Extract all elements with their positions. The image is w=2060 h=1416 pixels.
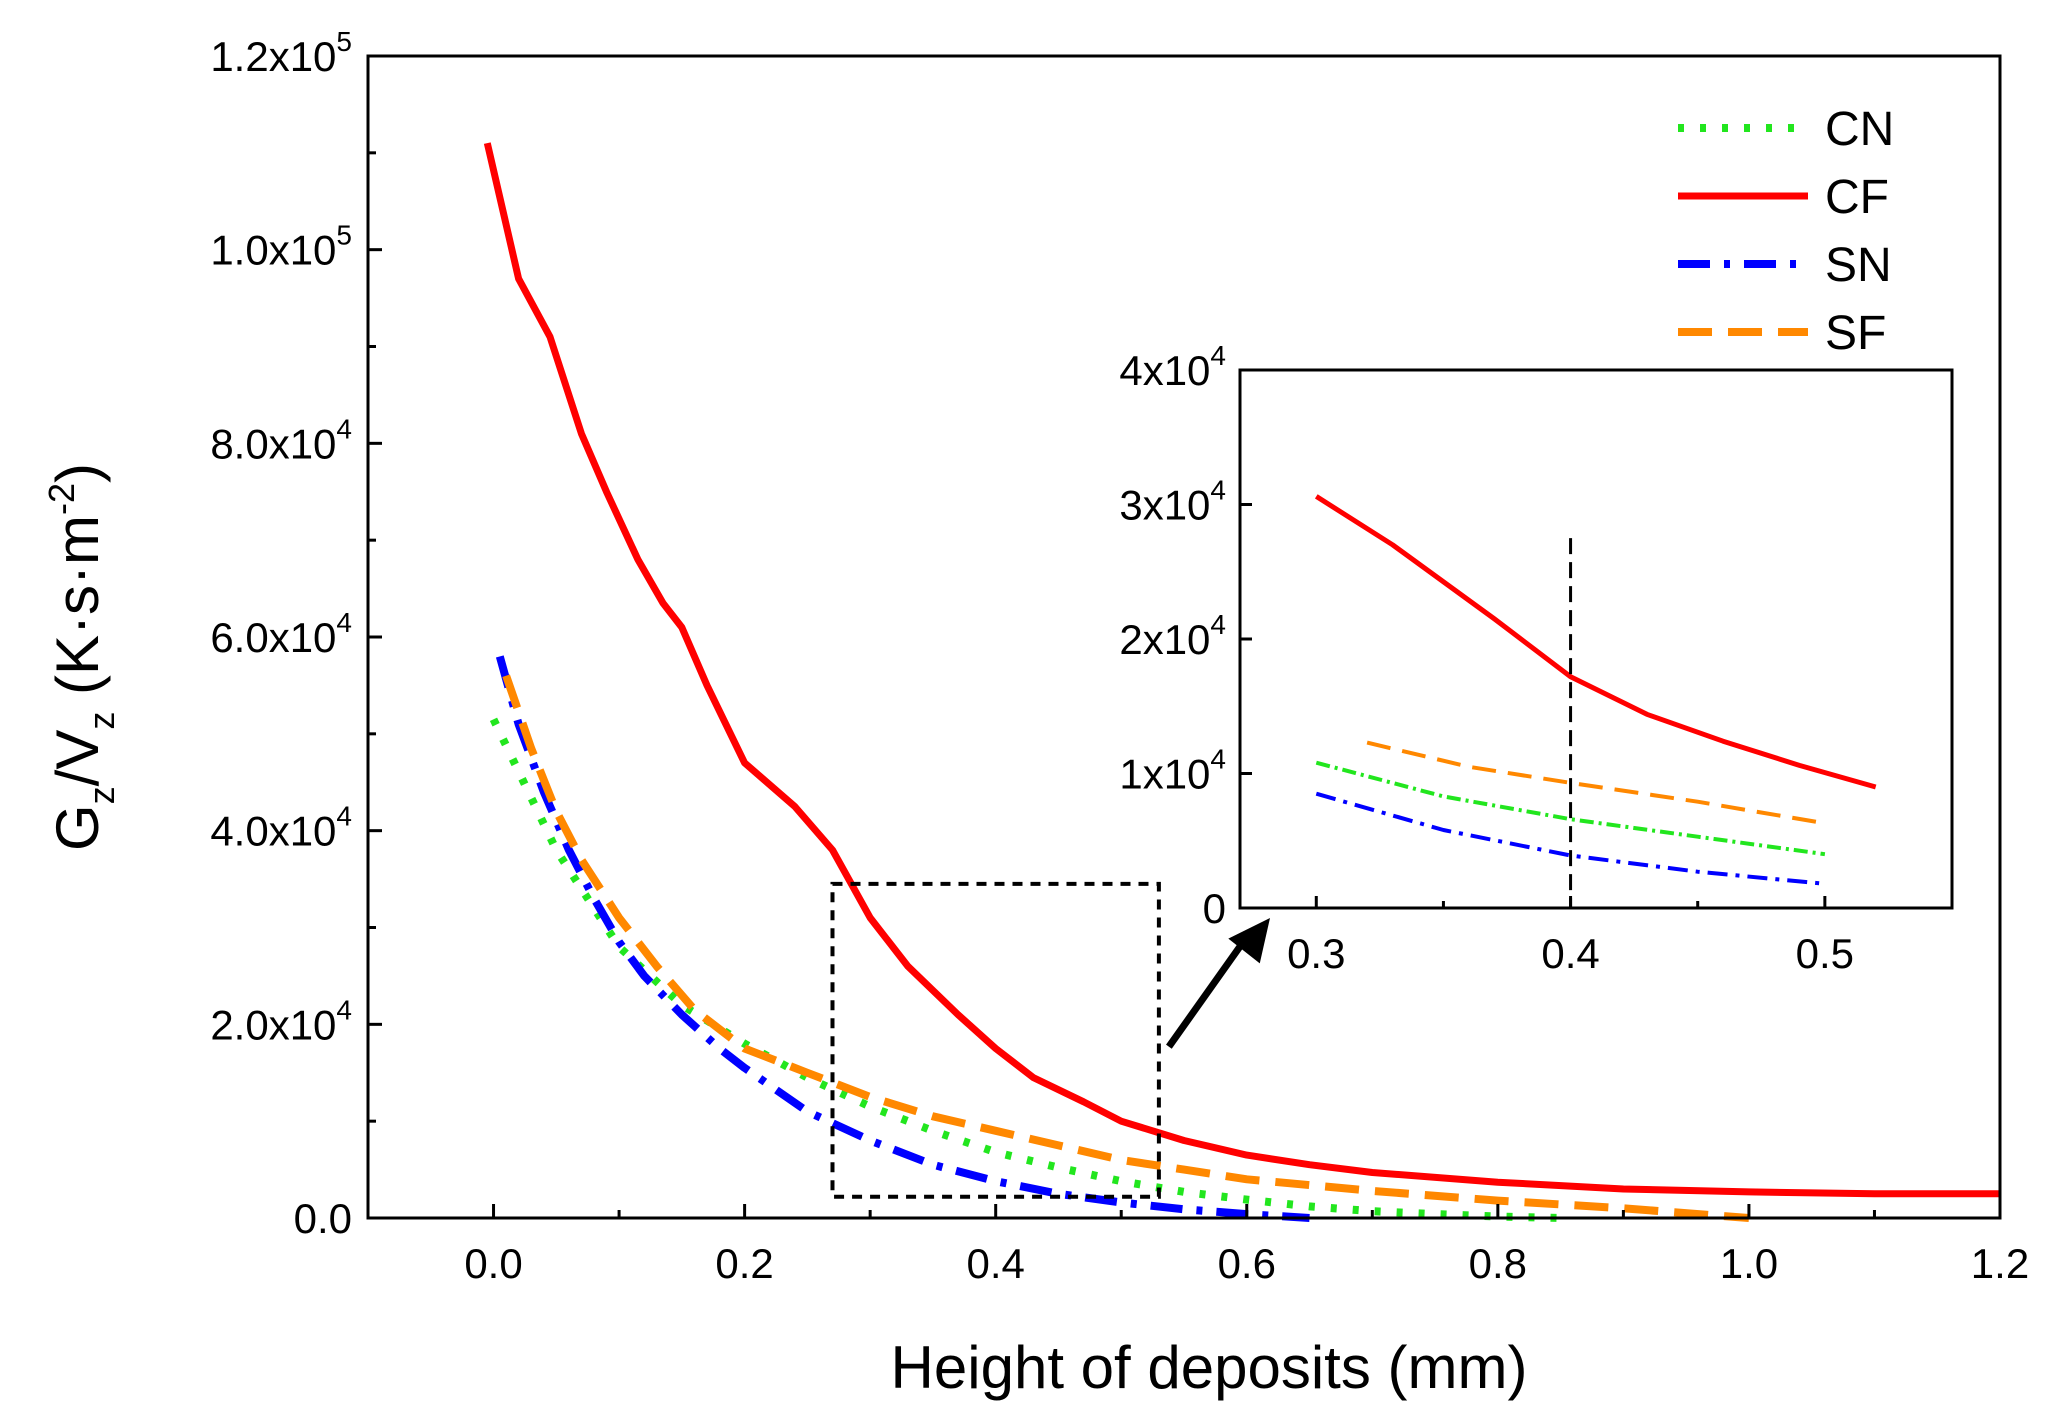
- x-tick-label: 1.2: [1971, 1240, 2029, 1287]
- arrow-head: [1228, 918, 1270, 964]
- series-line-cn: [489, 717, 1561, 1222]
- y-tick-label: 1.2x105: [210, 26, 352, 80]
- x-tick-label: 0.8: [1469, 1240, 1527, 1287]
- y-title-part: G: [44, 804, 111, 851]
- inset-y-tick-mantissa: 2x10: [1119, 616, 1210, 663]
- inset-series-line-sn: [1315, 791, 1826, 886]
- series-line-sf: [502, 674, 1750, 1222]
- y-axis-title: Gz/Vz (K·s·m-2): [41, 463, 122, 851]
- y-tick-exponent: 4: [336, 413, 352, 444]
- x-axis-title: Height of deposits (mm): [891, 1334, 1528, 1401]
- inset-x-tick-label: 0.3: [1287, 930, 1345, 977]
- inset-y-tick-label: 1x104: [1119, 744, 1226, 798]
- zoom-box-rect: [830, 881, 1161, 1199]
- y-tick-mantissa: 6.0x10: [210, 614, 336, 661]
- series-line-cf: [483, 142, 2000, 1198]
- y-title-part: (K·s·m: [44, 515, 111, 712]
- y-tick-exponent: 4: [336, 801, 352, 832]
- y-tick-label: 1.0x105: [210, 220, 352, 274]
- x-tick-label: 0.2: [715, 1240, 773, 1287]
- legend-label-sf: SF: [1825, 307, 1886, 360]
- legend-label-cf: CF: [1825, 171, 1889, 224]
- x-tick-label: 1.0: [1720, 1240, 1778, 1287]
- x-tick-label: 0.6: [1218, 1240, 1276, 1287]
- main-plot: 0.0 0.2 0.4 0.6 0.8 1.0 1.20.02.0x1044.0x1046.…: [41, 26, 2029, 1401]
- inset-y-tick-exponent: 4: [1210, 340, 1226, 371]
- y-tick-label: 0.0: [294, 1195, 352, 1242]
- inset-y-tick-mantissa: 4x10: [1119, 347, 1210, 394]
- legend-label-sn: SN: [1825, 239, 1892, 292]
- y-tick-mantissa: 1.2x10: [210, 33, 336, 80]
- y-title-part: ): [44, 463, 111, 483]
- inset-y-tick-label: 0: [1203, 885, 1226, 932]
- inset-x-tick-label: 0.4: [1541, 930, 1599, 977]
- x-tick-label: 0.0: [464, 1240, 522, 1287]
- y-tick-mantissa: 8.0x10: [210, 420, 336, 467]
- inset-x-tick-label: 0.5: [1796, 930, 1854, 977]
- y-tick-mantissa: 0.0: [294, 1195, 352, 1242]
- series-line-sn: [495, 655, 1310, 1222]
- y-tick-mantissa: 1.0x10: [210, 227, 336, 274]
- legend: CN CF SN SF: [1678, 103, 1894, 360]
- y-title-subscript: z: [81, 786, 122, 804]
- inset-y-tick-label: 4x104: [1119, 340, 1226, 394]
- y-tick-mantissa: 4.0x10: [210, 808, 336, 855]
- inset-y-tick-exponent: 4: [1210, 609, 1226, 640]
- inset-y-tick-mantissa: 0: [1203, 885, 1226, 932]
- legend-label-cn: CN: [1825, 103, 1894, 156]
- inset-y-tick-label: 3x104: [1119, 475, 1226, 529]
- inset-y-tick-mantissa: 1x10: [1119, 751, 1210, 798]
- inset-y-tick-exponent: 4: [1210, 475, 1226, 506]
- y-tick-exponent: 5: [336, 26, 352, 57]
- y-tick-label: 6.0x104: [210, 607, 352, 661]
- inset-y-tick-mantissa: 3x10: [1119, 482, 1210, 529]
- x-tick-label: 0.4: [966, 1240, 1024, 1287]
- inset-series-line-cf: [1314, 494, 1877, 790]
- y-tick-label: 8.0x104: [210, 413, 352, 467]
- inset-series-line-sf: [1366, 740, 1826, 826]
- y-title-part: /V: [44, 730, 111, 787]
- y-tick-label: 4.0x104: [210, 801, 352, 855]
- y-tick-exponent: 5: [336, 220, 352, 251]
- arrow-shaft: [1166, 935, 1249, 1049]
- y-title-subscript: z: [81, 712, 122, 730]
- y-tick-exponent: 4: [336, 607, 352, 638]
- inset-series-line-cn: [1315, 760, 1826, 857]
- zoom-box: [830, 881, 1161, 1199]
- y-title-superscript: -2: [41, 483, 82, 515]
- inset-y-tick-label: 2x104: [1119, 609, 1226, 663]
- y-tick-exponent: 4: [336, 994, 352, 1025]
- zoom-arrow: [1166, 918, 1270, 1049]
- y-tick-label: 2.0x104: [210, 994, 352, 1048]
- inset-y-tick-exponent: 4: [1210, 744, 1226, 775]
- y-tick-mantissa: 2.0x10: [210, 1001, 336, 1048]
- inset-background: [1240, 370, 1952, 908]
